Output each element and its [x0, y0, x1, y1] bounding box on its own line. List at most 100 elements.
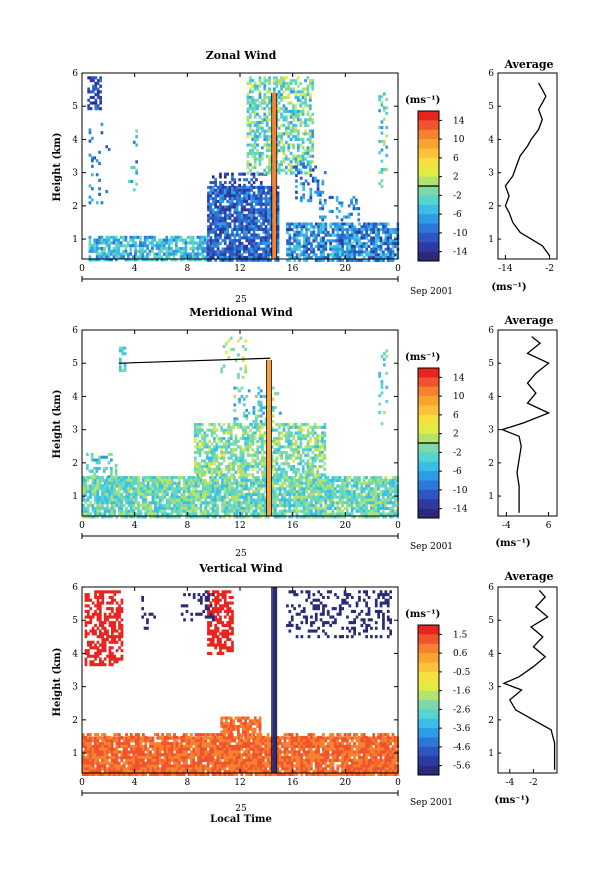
heatmap-cell	[123, 479, 126, 482]
heatmap-cell	[98, 241, 101, 244]
heatmap-cell	[108, 485, 111, 488]
heatmap-cell	[273, 79, 276, 82]
heatmap-cell	[182, 241, 185, 244]
heatmap-cell	[101, 253, 104, 256]
heatmap-cell	[296, 496, 299, 499]
heatmap-cell	[208, 457, 211, 460]
heatmap-cell	[358, 479, 361, 482]
heatmap-cell	[266, 79, 269, 82]
heatmap-cell	[286, 504, 289, 507]
heatmap-cell	[219, 231, 222, 234]
heatmap-cell	[232, 443, 235, 446]
heatmap-cell	[266, 90, 269, 93]
heatmap-cell	[213, 462, 216, 465]
heatmap-cell	[178, 510, 181, 513]
heatmap-cell	[372, 513, 375, 516]
heatmap-cell	[197, 255, 200, 258]
heatmap-cell	[97, 90, 100, 93]
heatmap-cell	[207, 197, 210, 200]
heatmap-cell	[238, 239, 241, 242]
heatmap-cell	[344, 479, 347, 482]
heatmap-cell	[226, 234, 229, 237]
heatmap-cell	[123, 487, 126, 490]
heatmap-cell	[253, 242, 256, 245]
heatmap-cell	[327, 482, 330, 485]
heatmap-cell	[229, 214, 232, 217]
heatmap-cell	[118, 479, 121, 482]
heatmap-cell	[153, 236, 156, 239]
heatmap-cell	[258, 203, 261, 206]
heatmap-cell	[213, 468, 216, 471]
heatmap-cell	[204, 485, 207, 488]
heatmap-cell	[329, 485, 332, 488]
heatmap-cell	[389, 513, 392, 516]
heatmap-cell	[116, 485, 119, 488]
heatmap-cell	[171, 499, 174, 502]
heatmap-cell	[295, 90, 298, 93]
heatmap-cell	[291, 487, 294, 490]
heatmap-cell	[192, 250, 195, 253]
heatmap-cell	[262, 197, 265, 200]
heatmap-cell	[348, 490, 351, 493]
heatmap-cell	[214, 192, 217, 195]
heatmap-cell	[281, 513, 284, 516]
heatmap-cell	[284, 476, 287, 479]
heatmap-cell	[336, 504, 339, 507]
heatmap-cell	[257, 485, 260, 488]
heatmap-cell	[201, 429, 204, 432]
heatmap-cell	[168, 513, 171, 516]
heatmap-cell	[309, 132, 312, 135]
heatmap-cell	[260, 409, 263, 412]
heatmap-cell	[382, 242, 385, 245]
heatmap-cell	[105, 244, 108, 247]
heatmap-cell	[363, 496, 366, 499]
heatmap-cell	[192, 247, 195, 250]
heatmap-cell	[190, 476, 193, 479]
heatmap-cell	[235, 457, 238, 460]
heatmap-cell	[298, 225, 301, 228]
heatmap-cell	[99, 513, 102, 516]
heatmap-cell	[101, 504, 104, 507]
heatmap-cell	[125, 496, 128, 499]
heatmap-cell	[182, 253, 185, 256]
heatmap-cell	[372, 479, 375, 482]
heatmap-cell	[90, 76, 93, 79]
heatmap-cell	[134, 241, 137, 244]
x-tick-label: 16	[287, 264, 299, 274]
heatmap-cell	[154, 479, 157, 482]
heatmap-cell	[246, 192, 249, 195]
heatmap-cell	[161, 244, 164, 247]
heatmap-cell	[96, 461, 99, 464]
heatmap-cell	[382, 499, 385, 502]
heatmap-cell	[263, 169, 266, 172]
heatmap-cell	[106, 510, 109, 513]
heatmap-cell	[315, 487, 318, 490]
heatmap-cell	[189, 255, 192, 258]
heatmap-cell	[312, 490, 315, 493]
heatmap-cell	[392, 485, 395, 488]
heatmap-cell	[378, 403, 381, 406]
heatmap-cell	[297, 457, 300, 460]
heatmap-cell	[385, 134, 388, 137]
heatmap-cell	[346, 242, 349, 245]
heatmap-cell	[245, 513, 248, 516]
heatmap-cell	[135, 507, 138, 510]
heatmap-cell	[389, 485, 392, 488]
heatmap-cell	[219, 217, 222, 220]
heatmap-cell	[226, 228, 229, 231]
heatmap-cell	[189, 239, 192, 242]
heatmap-cell	[204, 482, 207, 485]
heatmap-cell	[287, 144, 290, 147]
heatmap-cell	[310, 496, 313, 499]
heatmap-cell	[288, 445, 291, 448]
heatmap-cell	[221, 504, 224, 507]
heatmap-cell	[311, 130, 314, 133]
heatmap-cell	[259, 426, 262, 429]
heatmap-cell	[321, 216, 324, 219]
heatmap-cell	[258, 242, 261, 245]
heatmap-cell	[309, 104, 312, 107]
heatmap-cell	[190, 499, 193, 502]
heatmap-cell	[392, 482, 395, 485]
heatmap-cell	[225, 473, 228, 476]
heatmap-cell	[301, 245, 304, 248]
